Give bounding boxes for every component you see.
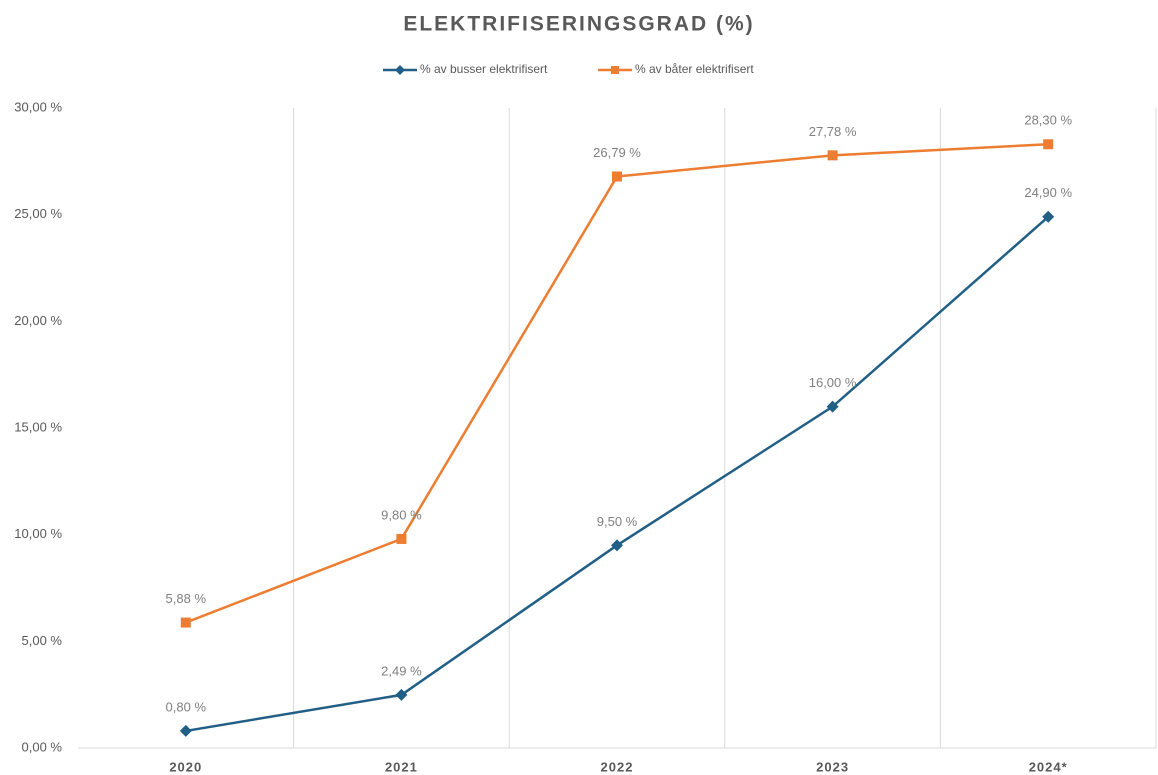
- legend-marker: [611, 66, 619, 74]
- point: [396, 533, 407, 544]
- data-label: 16,00 %: [809, 375, 857, 390]
- y-tick-label: 5,00 %: [22, 633, 63, 648]
- data-label: 9,50 %: [597, 514, 638, 529]
- data-label: 5,88 %: [166, 591, 207, 606]
- data-label: 28,30 %: [1024, 113, 1072, 128]
- data-label: 27,78 %: [809, 124, 857, 139]
- y-tick-label: 20,00 %: [14, 313, 62, 328]
- point: [1043, 139, 1054, 150]
- x-tick-label: 2024*: [1029, 759, 1068, 774]
- series-line: [185, 215, 1050, 733]
- y-tick-label: 25,00 %: [14, 206, 62, 221]
- legend-marker: [395, 65, 405, 75]
- y-tick-label: 10,00 %: [14, 526, 62, 541]
- data-label: 9,80 %: [381, 507, 422, 522]
- data-label: 26,79 %: [593, 145, 641, 160]
- point: [612, 171, 622, 182]
- point: [1042, 210, 1055, 223]
- legend-label: % av båter elektrifisert: [635, 62, 754, 76]
- x-tick-label: 2021: [385, 759, 418, 774]
- y-tick-label: 15,00 %: [14, 419, 62, 434]
- data-label: 0,80 %: [166, 699, 207, 714]
- legend-label: % av busser elektrifisert: [420, 62, 548, 76]
- x-tick-label: 2020: [169, 759, 202, 774]
- x-tick-label: 2022: [601, 759, 634, 774]
- point: [826, 400, 839, 413]
- point: [395, 688, 408, 701]
- data-label: 2,49 %: [381, 663, 422, 678]
- point: [180, 617, 191, 628]
- y-tick-label: 30,00 %: [14, 99, 62, 114]
- y-tick-label: 0,00 %: [22, 739, 63, 754]
- point: [611, 539, 623, 552]
- point: [827, 150, 838, 161]
- x-tick-label: 2023: [816, 759, 849, 774]
- chart-title: ELEKTRIFISERINGSGRAD (%): [403, 13, 754, 36]
- point: [179, 724, 192, 737]
- data-label: 24,90 %: [1024, 185, 1072, 200]
